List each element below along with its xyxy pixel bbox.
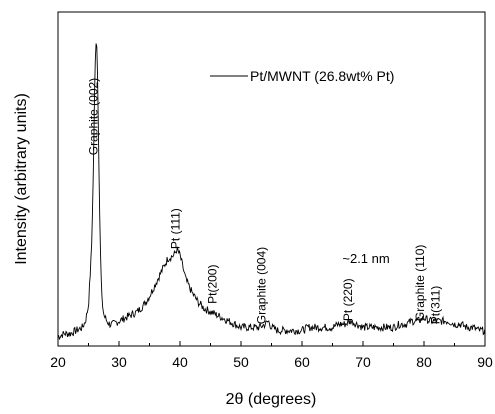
x-tick-label: 40 [172, 354, 188, 370]
peak-label: ~2.1 nm [342, 251, 389, 266]
x-tick-label: 30 [111, 354, 127, 370]
x-tick-label: 20 [50, 354, 66, 370]
peak-annotations: Graphite (002) Pt (111) Pt(200) Graphite (0… [87, 78, 443, 324]
peak-label: Graphite (002) [87, 78, 101, 155]
plot-area: 20 30 40 50 60 70 80 90 Graphite (002) Pt (111) P… [50, 11, 493, 370]
legend-label: Pt/MWNT (26.8wt% Pt) [250, 68, 394, 84]
peak-label: Graphite (004) [254, 247, 268, 324]
peak-label: Pt (111) [168, 208, 182, 249]
peak-label: Pt(311) [428, 286, 442, 324]
series-line [57, 43, 486, 341]
x-tick-label: 60 [294, 354, 310, 370]
x-axis-title: 2θ (degrees) [226, 391, 317, 408]
x-tick-label: 70 [355, 354, 371, 370]
x-tick-label: 50 [233, 354, 249, 370]
peak-label: Graphite (110) [413, 245, 427, 321]
peak-label: Pt(200) [206, 265, 220, 304]
legend: Pt/MWNT (26.8wt% Pt) [210, 68, 394, 84]
x-axis-ticks: 20 30 40 50 60 70 80 90 [50, 341, 493, 370]
peak-label: Pt (220) [341, 278, 355, 321]
y-axis-title: Intensity (arbitrary units) [13, 93, 30, 265]
x-tick-label: 90 [477, 354, 493, 370]
x-tick-label: 80 [416, 354, 432, 370]
